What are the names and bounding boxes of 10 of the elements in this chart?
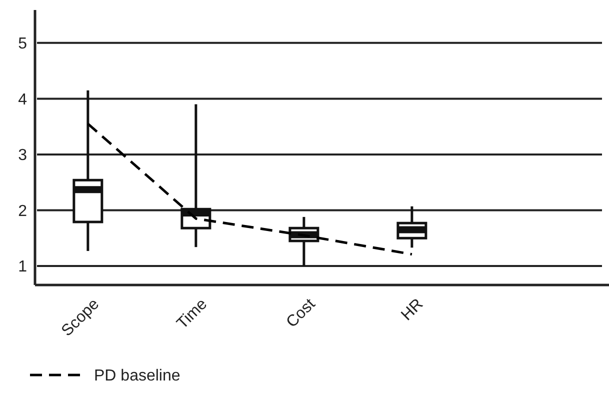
legend-label: PD baseline bbox=[94, 368, 180, 385]
y-tick-label: 4 bbox=[18, 91, 28, 108]
y-tick-label: 1 bbox=[18, 258, 28, 276]
y-tick-label: 3 bbox=[18, 147, 28, 164]
line-series bbox=[86, 122, 414, 256]
y-tick-label: 2 bbox=[18, 202, 28, 220]
x-tick-label: Cost bbox=[283, 295, 320, 332]
x-tick-label: Time bbox=[174, 296, 211, 332]
y-tick-label: 5 bbox=[18, 36, 28, 53]
x-tick-label: HR bbox=[398, 296, 427, 324]
